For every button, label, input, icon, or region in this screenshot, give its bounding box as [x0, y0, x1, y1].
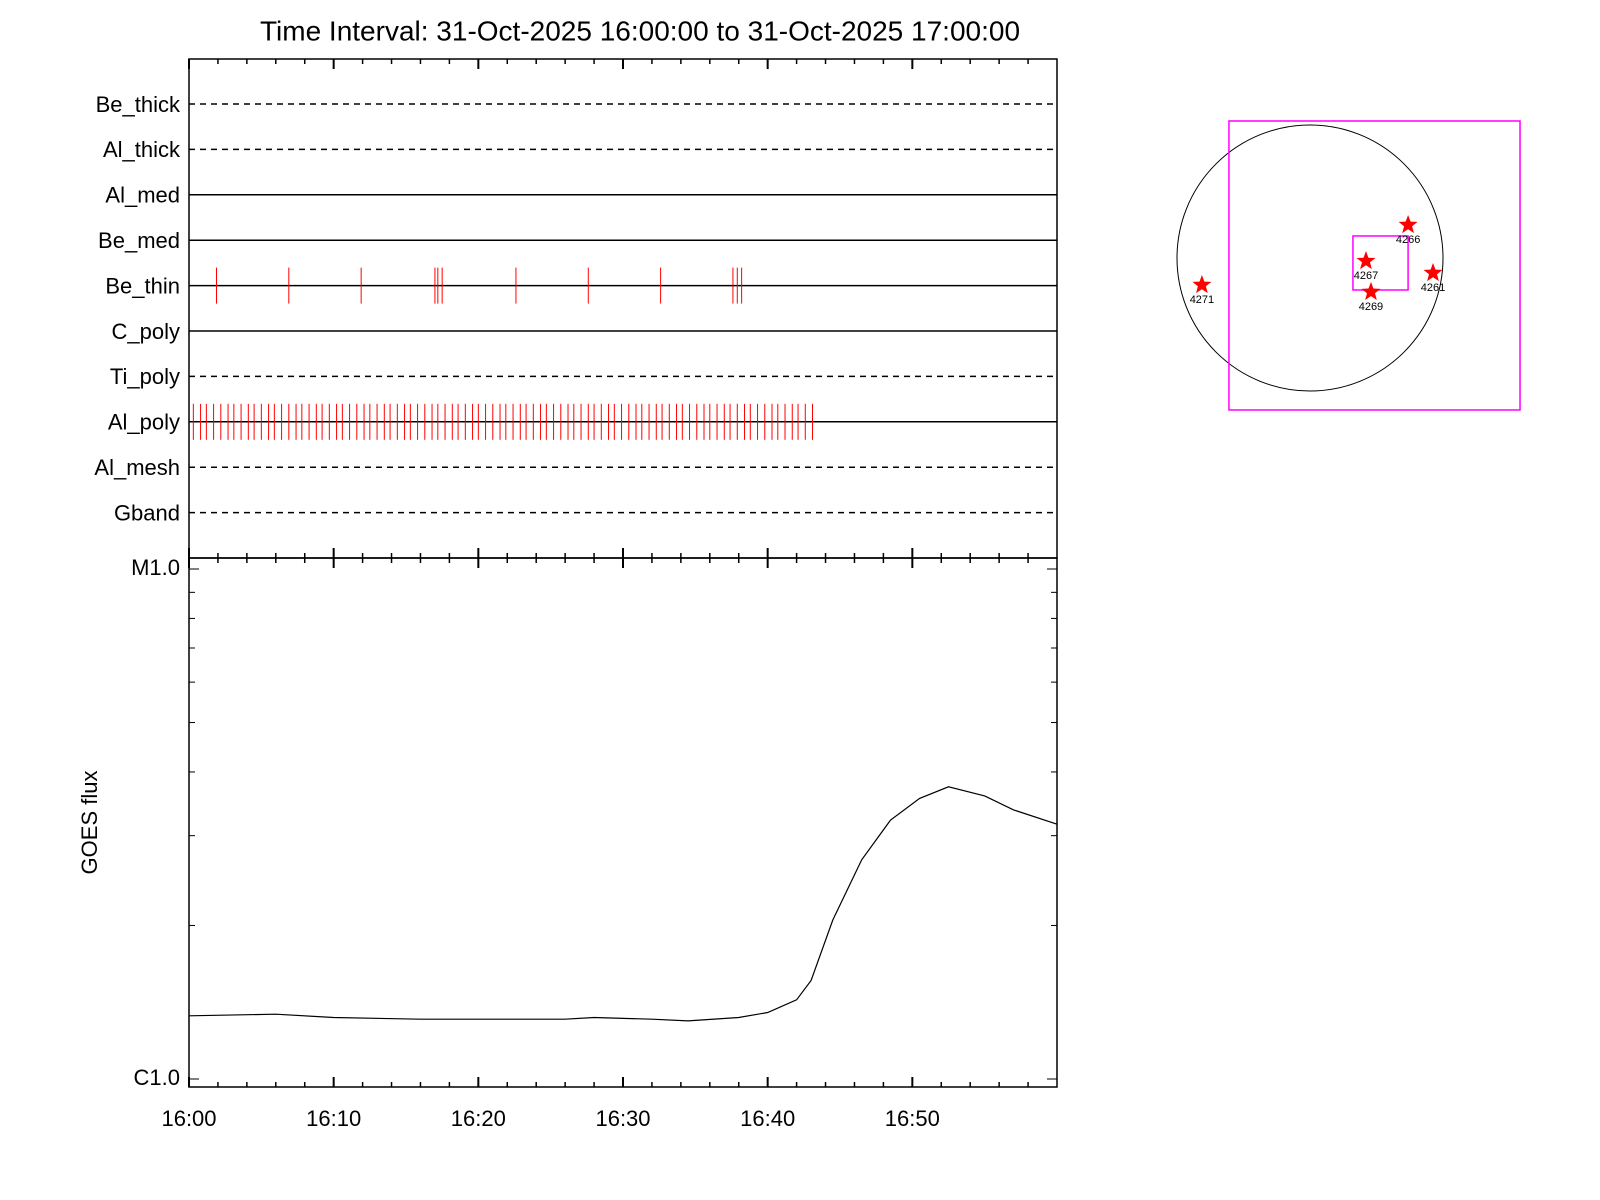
flux-line	[188, 786, 1058, 1022]
row-label: Al_poly	[108, 410, 180, 435]
x-tick-label: 16:30	[595, 1106, 650, 1131]
fov-box	[1228, 120, 1521, 411]
row-label: Al_med	[105, 183, 180, 208]
panel-frame	[188, 58, 1058, 559]
x-tick-label: 16:20	[451, 1106, 506, 1131]
chart-title: Time Interval: 31-Oct-2025 16:00:00 to 3…	[260, 15, 1020, 46]
row-label: Ti_poly	[110, 364, 180, 389]
fov-box	[1352, 235, 1409, 291]
region-label: 4271	[1190, 294, 1214, 306]
region-label: 4266	[1396, 234, 1420, 246]
region-label: 4267	[1354, 270, 1378, 282]
x-tick-label: 16:00	[161, 1106, 216, 1131]
region-star	[1192, 275, 1212, 294]
y-tick-label: C1.0	[134, 1065, 180, 1090]
row-label: Gband	[114, 500, 180, 525]
solar-disk	[1176, 124, 1444, 392]
x-tick-label: 16:40	[740, 1106, 795, 1131]
x-tick-label: 16:50	[885, 1106, 940, 1131]
row-label: Be_thin	[105, 273, 180, 298]
row-label: Al_mesh	[94, 455, 180, 480]
region-star	[1398, 215, 1418, 234]
region-star	[1361, 281, 1381, 300]
region-label: 4261	[1421, 282, 1445, 294]
row-label: Be_thick	[96, 92, 181, 117]
x-tick-label: 16:10	[306, 1106, 361, 1131]
row-label: Al_thick	[103, 137, 181, 162]
row-label: Be_med	[98, 228, 180, 253]
region-star	[1423, 263, 1443, 282]
region-star	[1356, 251, 1376, 270]
y-tick-label: M1.0	[131, 555, 180, 580]
row-label: C_poly	[112, 319, 180, 344]
region-label: 4269	[1359, 301, 1383, 313]
panel-frame	[188, 557, 1058, 1088]
y-axis-label: GOES flux	[77, 771, 102, 875]
